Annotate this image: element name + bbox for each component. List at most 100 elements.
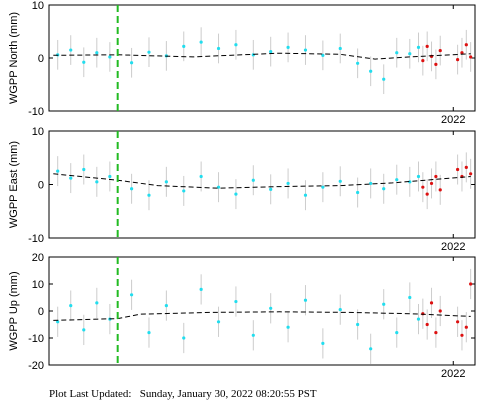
data-point [356,322,360,327]
rapid-data-point [456,57,460,62]
data-point [56,169,60,173]
rapid-data-point [469,172,473,176]
data-point [321,185,325,189]
data-point [199,287,203,291]
data-point [164,304,168,308]
data-point [395,331,399,335]
data-point [382,302,386,306]
rapid-data-point [429,181,434,186]
y-tick-label: 10 [32,126,44,138]
data-point [321,53,325,57]
rapid-data-point [434,62,438,66]
data-point [382,187,386,191]
data-point [369,69,373,73]
data-point [338,179,342,183]
data-point [321,341,325,345]
data-point [147,193,151,197]
data-point [69,176,73,180]
data-point [286,181,290,186]
y-tick-label: -10 [28,106,44,118]
data-point [338,46,342,51]
y-axis-label: WGPP East (mm) [8,141,20,228]
rapid-data-point [456,167,460,172]
rapid-data-point [425,192,429,196]
rapid-data-point [425,44,429,48]
plot-frame [48,130,476,239]
data-point [69,304,73,308]
rapid-data-point [469,55,473,59]
data-point [147,331,151,335]
data-point [147,50,151,54]
data-point [216,320,221,324]
y-tick-label: 10 [32,279,44,291]
data-point [303,193,308,197]
data-point [303,298,308,302]
trend-line [53,311,471,321]
data-point [395,51,399,55]
footer-timestamp: Sunday, January 30, 2022 08:20:55 PST [139,388,317,400]
data-point [234,43,238,47]
data-point [164,180,168,184]
data-point [416,174,421,179]
rapid-data-point [434,174,438,179]
rapid-data-point [425,322,429,327]
data-point [356,61,360,65]
data-point [182,44,186,48]
rapid-data-point [456,320,460,324]
data-point [216,46,221,51]
rapid-data-point [464,43,468,47]
rapid-data-point [469,282,473,286]
data-point [416,317,421,321]
y-axis-label: WGPP North (mm) [8,12,20,104]
data-point [182,336,186,340]
plot-frame [48,4,476,112]
data-point [69,48,73,52]
y-tick-label: -10 [28,333,44,345]
data-point [269,187,273,191]
data-point [129,187,134,191]
data-point [56,320,60,324]
rapid-data-point [460,51,464,55]
rapid-data-point [429,301,434,305]
x-tick-label: 2022 [441,368,465,380]
rapid-data-point [438,188,442,192]
data-point [82,167,86,172]
data-point [395,178,399,182]
rapid-data-point [460,333,464,337]
data-point [356,190,360,195]
data-point [95,180,99,184]
rapid-data-point [421,59,425,63]
data-point [199,40,203,44]
data-point [129,293,134,297]
data-point [251,333,255,337]
data-point [216,185,221,189]
data-point [416,45,421,50]
footer-label: Plot Last Updated: [49,388,132,400]
data-point [286,325,290,329]
data-point [95,51,99,55]
data-point [182,189,186,193]
data-point [269,306,273,310]
y-tick-label: 10 [32,0,44,12]
data-point [369,181,373,186]
chart-panel-3: -20 -10 0 10 20 WGPP Up (mm) 2022 [8,252,476,380]
y-tick-label: 0 [38,306,44,318]
data-point [234,299,238,304]
rapid-data-point [438,48,442,53]
rapid-data-point [421,185,425,189]
data-point [82,60,86,64]
chart-panel-1: -10 0 10 WGPP North (mm) 2022 [8,0,476,126]
data-point [82,328,86,332]
rapid-data-point [434,331,438,335]
data-point [369,347,373,351]
rapid-data-point [438,309,442,313]
y-tick-label: 0 [38,180,44,192]
data-point [129,61,134,65]
trend-line [53,52,471,60]
data-point [286,45,290,50]
data-point [108,174,112,179]
data-point [108,55,112,59]
plot-frame [48,256,476,366]
y-tick-label: 0 [38,53,44,65]
